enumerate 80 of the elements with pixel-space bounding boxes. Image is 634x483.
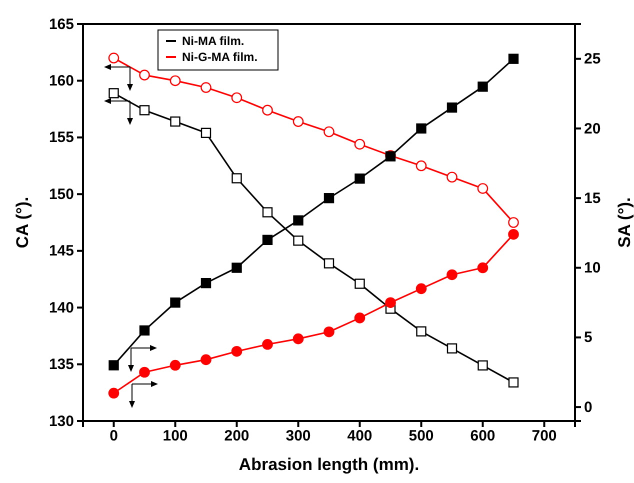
y2-tick-label: 10 [584,260,601,277]
point [170,297,180,308]
x-tick-label: 200 [224,428,250,445]
point [354,278,365,289]
point [231,346,242,357]
point [262,104,273,116]
point [170,75,181,86]
point [232,262,242,273]
point [108,360,119,370]
point [416,283,427,294]
point [446,172,458,183]
point [324,326,334,338]
x-tick-label: 600 [470,428,496,445]
point [200,82,212,93]
point [293,236,304,246]
point [508,54,519,64]
point [324,126,334,138]
y-tick-label: 145 [48,242,74,260]
point [446,102,458,113]
y2-tick-label: 0 [584,398,592,416]
y-tick-label: 160 [48,72,74,90]
x-tick-label: 100 [162,428,188,445]
y-tick-label: 150 [48,186,74,203]
y-tick-label: 155 [48,129,74,146]
point [446,343,458,354]
y-tick-label: 165 [48,16,74,33]
point [139,325,150,336]
y2-tick-label: 5 [584,329,592,346]
y-tick-label: 140 [48,299,74,316]
point [292,333,304,344]
y2-tick-label: 15 [584,190,601,207]
point [477,262,488,274]
y2-tick-label: 25 [584,50,601,68]
point [446,269,458,280]
x-axis-title: Abrasion length (mm). [238,455,420,474]
legend-label: Ni-G-MA film. [182,50,258,64]
point [354,312,366,324]
x-tick-label: 400 [347,428,372,445]
point [108,52,120,64]
legend-label: Ni-MA film. [182,34,244,48]
point [292,116,304,127]
y2-axis-title: SA (°). [615,197,634,248]
y-tick-label: 130 [48,412,74,430]
point [416,326,426,336]
point [200,278,212,288]
point [478,82,488,92]
point [385,297,396,308]
point [416,160,427,172]
point [139,366,150,378]
point [477,183,488,194]
point [354,138,366,150]
point [416,123,426,134]
point [478,360,488,371]
point [508,228,519,240]
point [508,217,519,228]
point [354,174,365,184]
point [262,338,273,350]
point [508,377,519,388]
y-axis-title: CA (°). [13,196,32,248]
point [139,70,150,80]
point [324,258,334,268]
point [108,388,120,399]
point [262,207,273,218]
point [170,116,180,127]
point [262,234,273,246]
point [324,193,334,204]
point [200,128,212,138]
point [170,360,181,371]
x-tick-label: 700 [532,428,557,445]
y2-tick-label: 20 [584,120,601,138]
point [200,354,212,366]
x-tick-label: 0 [110,428,118,445]
y-tick-label: 135 [48,356,74,374]
point [231,92,242,104]
x-tick-label: 300 [286,428,311,445]
point [293,215,304,226]
point [139,105,150,116]
x-tick-label: 500 [408,428,434,445]
point [108,88,119,98]
point [232,173,242,184]
